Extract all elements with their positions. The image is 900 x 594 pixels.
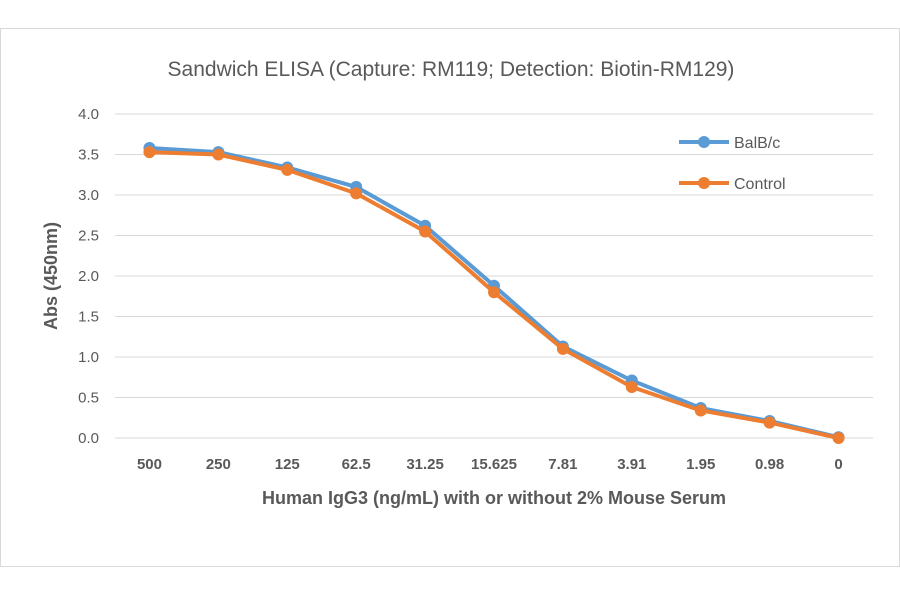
data-point-control bbox=[763, 416, 776, 429]
x-tick-label: 15.625 bbox=[471, 456, 517, 473]
x-tick-label: 7.81 bbox=[548, 456, 577, 473]
x-tick-label: 500 bbox=[137, 456, 162, 473]
x-axis-ticks: 500 250 125 62.5 31.25 15.625 7.81 3.91 1.95 0.98… bbox=[137, 456, 843, 473]
data-point-control bbox=[281, 163, 294, 176]
x-tick-label: 1.95 bbox=[686, 456, 715, 473]
y-tick-label: 4.0 bbox=[78, 106, 99, 123]
series-group bbox=[143, 142, 845, 444]
y-tick-label: 0.0 bbox=[78, 430, 99, 447]
y-tick-label: 1.0 bbox=[78, 349, 99, 366]
x-tick-label: 62.5 bbox=[342, 456, 371, 473]
y-axis-title: Abs (450nm) bbox=[41, 222, 61, 330]
data-point-control bbox=[143, 146, 156, 159]
legend-marker-control bbox=[698, 177, 710, 189]
data-point-control bbox=[212, 148, 225, 161]
y-tick-label: 3.0 bbox=[78, 187, 99, 204]
y-tick-label: 2.0 bbox=[78, 268, 99, 285]
y-tick-label: 2.5 bbox=[78, 228, 99, 245]
x-tick-label: 31.25 bbox=[406, 456, 444, 473]
legend-marker-balb-c bbox=[698, 136, 710, 148]
data-point-control bbox=[350, 187, 363, 200]
x-tick-label: 3.91 bbox=[617, 456, 646, 473]
x-axis-title: Human IgG3 (ng/mL) with or without 2% Mo… bbox=[262, 488, 726, 508]
data-point-control bbox=[488, 286, 500, 299]
data-point-control bbox=[625, 380, 638, 393]
x-tick-label: 250 bbox=[206, 456, 231, 473]
x-tick-label: 0 bbox=[834, 456, 842, 473]
legend-label-control: Control bbox=[734, 176, 786, 193]
y-tick-label: 0.5 bbox=[78, 390, 99, 407]
y-tick-label: 3.5 bbox=[78, 147, 99, 164]
y-axis-ticks: 0.0 0.5 1.0 1.5 2.0 2.5 3.0 3.5 4.0 bbox=[78, 106, 99, 447]
chart-frame bbox=[0, 28, 900, 567]
x-tick-label: 0.98 bbox=[755, 456, 784, 473]
legend: BalB/c Control bbox=[679, 135, 786, 193]
data-point-control bbox=[832, 432, 845, 444]
y-tick-label: 1.5 bbox=[78, 309, 99, 326]
data-point-control bbox=[694, 404, 707, 417]
data-point-control bbox=[556, 342, 569, 355]
gridlines bbox=[115, 113, 873, 439]
x-tick-label: 125 bbox=[275, 456, 300, 473]
data-point-control bbox=[419, 225, 432, 238]
legend-label-balb-c: BalB/c bbox=[734, 135, 780, 152]
chart-title: Sandwich ELISA (Capture: RM119; Detectio… bbox=[168, 58, 735, 81]
